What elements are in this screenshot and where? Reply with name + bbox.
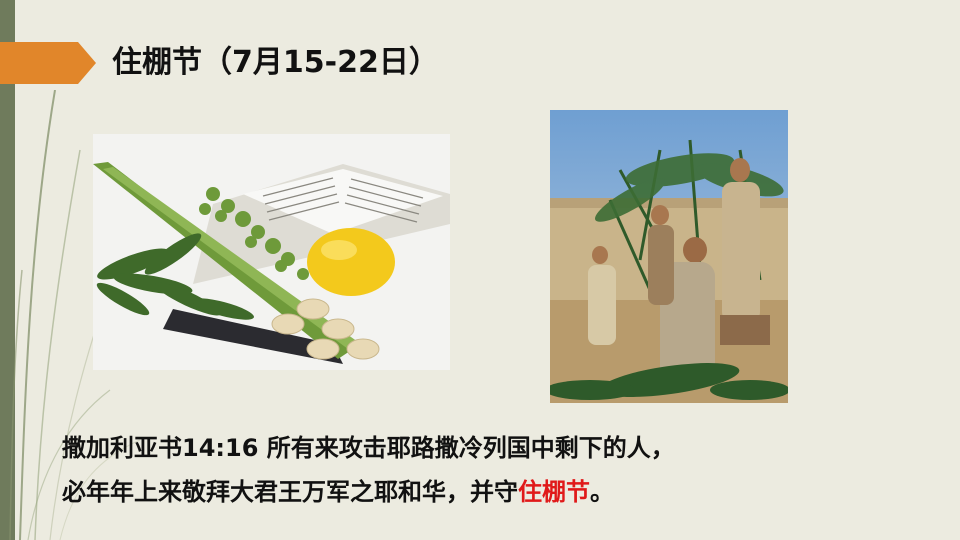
verse-line-2-end: 。: [590, 478, 614, 506]
left-accent-bar: [0, 0, 15, 540]
scripture-verse: 撒加利亚书14:16 所有来攻击耶路撒冷列国中剩下的人， 必年年上来敬拜大君王万…: [62, 426, 952, 514]
verse-line-1: 撒加利亚书14:16 所有来攻击耶路撒冷列国中剩下的人，: [62, 434, 675, 462]
four-species-image: [93, 134, 450, 370]
verse-line-2: 必年年上来敬拜大君王万军之耶和华，并守住棚节。: [62, 470, 952, 514]
slide-title: 住棚节（7月15-22日）: [112, 45, 439, 80]
verse-highlight: 住棚节: [518, 478, 590, 506]
title-arrow-icon: [0, 42, 96, 84]
verse-line-2-text: 必年年上来敬拜大君王万军之耶和华，并守: [62, 478, 518, 506]
sukkah-building-image: [550, 110, 788, 403]
